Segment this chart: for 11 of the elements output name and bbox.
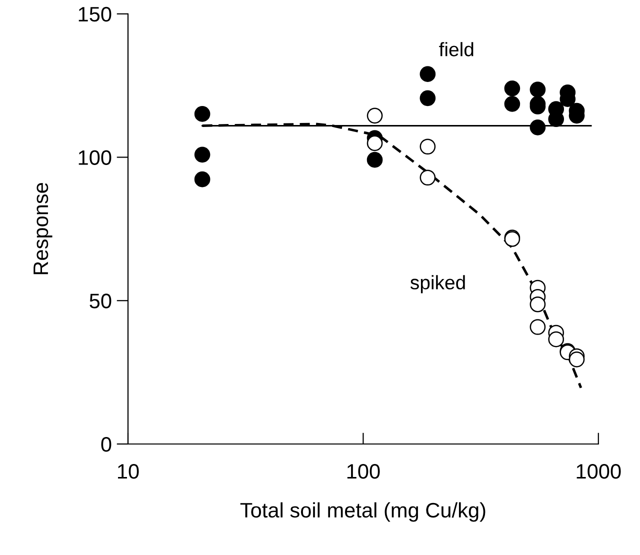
y-tick-label: 150 bbox=[78, 6, 112, 22]
x-tick-label: 100 bbox=[347, 464, 380, 479]
y-tick-label: 0 bbox=[101, 437, 112, 452]
y-tick-label: 50 bbox=[90, 294, 112, 308]
text: spiked bbox=[410, 275, 465, 294]
x-axis-title: Total soil metal (mg Cu/kg) bbox=[240, 502, 486, 522]
x-tick-label: 1000 bbox=[576, 464, 621, 479]
y-tick-label: 100 bbox=[78, 150, 112, 166]
y-axis-title: Response bbox=[34, 182, 52, 274]
series-label: field bbox=[439, 42, 474, 56]
x-tick-label: 10 bbox=[118, 464, 139, 479]
